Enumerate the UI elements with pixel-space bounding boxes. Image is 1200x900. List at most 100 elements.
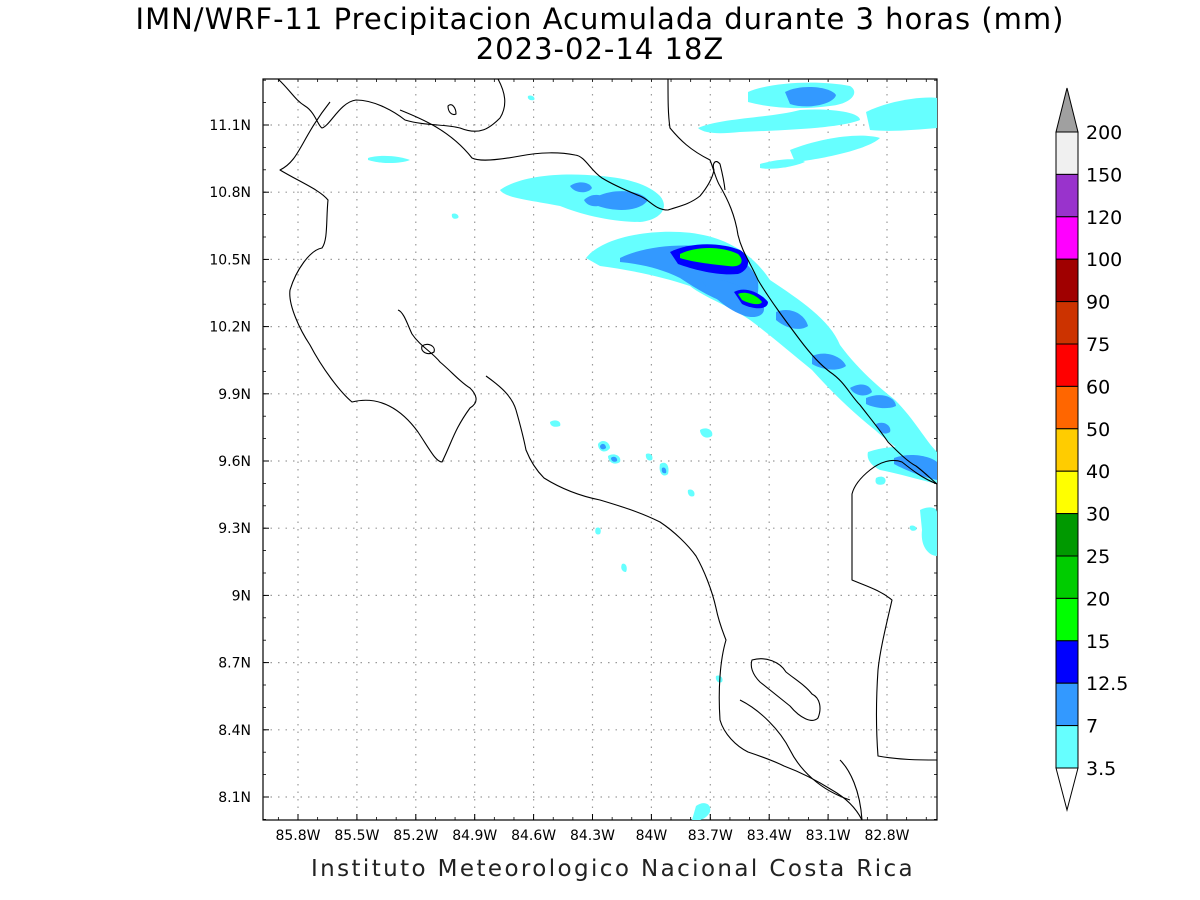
precip-cell [621, 563, 627, 572]
x-tick-label: 84.9W [452, 828, 497, 844]
precip-cell [698, 109, 860, 134]
precip-cell [500, 174, 664, 222]
colorbar-swatch [1055, 343, 1079, 387]
colorbar-swatch [1055, 640, 1079, 684]
precip-cell [550, 420, 561, 427]
precip-cell [920, 507, 937, 556]
nicaragua-border [277, 79, 506, 132]
precip-cell [595, 527, 601, 535]
x-tick-label: 83.7W [688, 828, 733, 844]
colorbar-label: 15 [1086, 631, 1110, 653]
y-tick-label: 8.7N [218, 656, 251, 672]
precip-cell [785, 86, 836, 107]
caribbean-coast [667, 79, 937, 485]
colorbar-bottom-arrow [1055, 767, 1079, 812]
x-tick-label: 82.8W [864, 828, 909, 844]
x-tick-label: 85.8W [275, 828, 320, 844]
colorbar-swatch [1055, 725, 1079, 769]
y-tick-label: 10.8N [209, 185, 251, 201]
nicaragua-border [279, 101, 477, 463]
precip-cell [661, 467, 667, 474]
y-tick-label: 8.1N [218, 790, 251, 806]
precip-cell [866, 97, 937, 131]
precip-cell [687, 489, 695, 497]
colorbar-swatch [1055, 216, 1079, 260]
precip-cell [600, 443, 606, 450]
y-tick-label: 10.5N [209, 252, 251, 268]
colorbar-swatch [1055, 428, 1079, 472]
colorbar-label: 120 [1086, 207, 1122, 229]
colorbar-label: 40 [1086, 461, 1110, 483]
colorbar-swatch [1055, 301, 1079, 345]
x-tick-labels: 85.8W 85.5W 85.2W 84.9W 84.6W 84.3W 84W 83.7W 83… [275, 828, 909, 844]
precip-cell [702, 279, 765, 318]
y-tick-label: 9.3N [218, 521, 251, 537]
colorbar-label: 75 [1086, 334, 1110, 356]
colorbar-label: 7 [1086, 716, 1098, 738]
precip-cell [586, 231, 937, 470]
y-tick-label: 9N [232, 588, 251, 604]
precip-cell [790, 135, 880, 162]
colorbar-label: 25 [1086, 546, 1110, 568]
precip-cell [692, 803, 711, 820]
colorbar-swatch [1055, 385, 1079, 430]
x-tick-label: 85.2W [393, 828, 438, 844]
colorbar-swatch [1055, 597, 1079, 642]
lake-island [447, 104, 457, 116]
colorbar-swatch [1055, 513, 1079, 557]
colorbar-legend: 200 150 120 100 90 75 60 50 40 30 25 20 15 12.5 7 3.5 [1055, 87, 1128, 812]
x-tick-label: 84W [636, 828, 668, 844]
colorbar-label: 3.5 [1086, 758, 1116, 780]
y-tick-label: 10.2N [209, 320, 251, 336]
colorbar-label: 200 [1086, 122, 1122, 144]
precip-cell [645, 453, 653, 461]
precip-cell [909, 525, 917, 531]
coastlines [277, 79, 937, 820]
costa-rica-border [399, 109, 726, 211]
precip-cell [812, 353, 846, 370]
footer-credit: Instituto Meteorologico Nacional Costa R… [310, 856, 916, 882]
colorbar-label: 100 [1086, 249, 1122, 271]
precip-cell [527, 95, 535, 101]
colorbar-label: 20 [1086, 588, 1110, 610]
precip-cell [700, 428, 713, 438]
colorbar-label: 150 [1086, 164, 1122, 186]
colorbar-swatch [1055, 173, 1079, 218]
precip-cell [866, 395, 896, 409]
x-tick-label: 84.6W [511, 828, 556, 844]
precip-field [368, 82, 937, 820]
colorbar-swatch [1055, 470, 1079, 515]
map-subtitle: 2023-02-14 18Z [475, 32, 725, 66]
map-title: IMN/WRF-11 Precipitacion Acumulada duran… [135, 2, 1065, 36]
precip-cell [451, 213, 459, 219]
precip-cell [850, 384, 872, 396]
y-tick-label: 8.4N [218, 723, 251, 739]
colorbar-swatch [1055, 131, 1079, 175]
x-tick-label: 83.4W [747, 828, 792, 844]
x-tick-label: 84.3W [570, 828, 615, 844]
precip-cell [776, 309, 808, 329]
y-tick-label: 11.1N [209, 118, 251, 134]
y-tick-label: 9.9N [218, 387, 251, 403]
y-tick-label: 9.6N [218, 454, 251, 470]
coast-fragment [739, 699, 851, 801]
colorbar-label: 30 [1086, 504, 1110, 526]
nicoya-island [421, 343, 435, 355]
x-tick-label: 83.1W [806, 828, 851, 844]
osa-peninsula [750, 658, 821, 721]
x-tick-label: 85.5W [334, 828, 379, 844]
colorbar-label: 50 [1086, 419, 1110, 441]
precip-cell [760, 159, 805, 169]
gridlines [263, 79, 937, 820]
precip-cell [368, 155, 410, 163]
precip-cell [611, 456, 618, 462]
precip-cell [598, 191, 648, 210]
precip-cell [738, 292, 762, 305]
precip-cell [875, 476, 886, 485]
colorbar-swatch [1055, 682, 1079, 727]
colorbar-label: 60 [1086, 376, 1110, 398]
colorbar-swatch [1055, 555, 1079, 599]
precip-cell [680, 248, 742, 267]
colorbar-swatch [1055, 258, 1079, 303]
